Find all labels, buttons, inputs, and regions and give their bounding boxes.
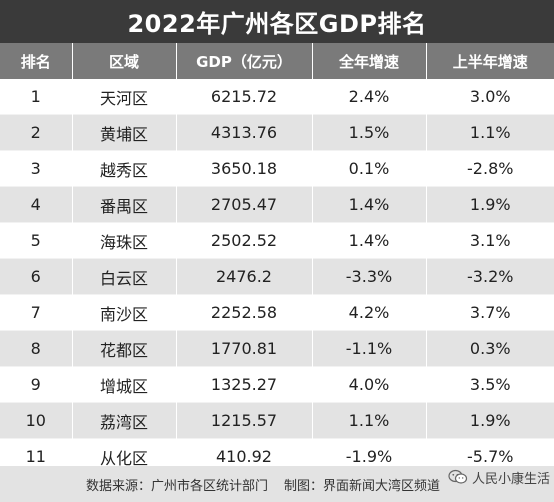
table-row: 5 海珠区 2502.52 1.4% 3.1% — [0, 222, 554, 259]
cell-half-year-growth: -2.8% — [426, 150, 554, 187]
page-title: 2022年广州各区GDP排名 — [0, 0, 554, 43]
cell-district: 黄埔区 — [72, 114, 177, 151]
table-row: 2 黄埔区 4313.76 1.5% 1.1% — [0, 114, 554, 151]
cell-rank: 1 — [0, 79, 73, 115]
cell-rank: 3 — [0, 150, 73, 187]
table-row: 3 越秀区 3650.18 0.1% -2.8% — [0, 150, 554, 187]
table-row: 9 增城区 1325.27 4.0% 3.5% — [0, 366, 554, 403]
cell-gdp: 6215.72 — [176, 79, 313, 115]
table-row: 7 南沙区 2252.58 4.2% 3.7% — [0, 294, 554, 331]
cell-annual-growth: 1.4% — [312, 186, 427, 223]
cell-district: 荔湾区 — [72, 402, 177, 439]
footer: 数据来源：广州市各区统计部门 制图：界面新闻大湾区频道 — [0, 466, 554, 502]
table-row: 10 荔湾区 1215.57 1.1% 1.9% — [0, 402, 554, 439]
cell-half-year-growth: 1.1% — [426, 114, 554, 151]
cell-district: 花都区 — [72, 330, 177, 367]
cell-annual-growth: 1.1% — [312, 402, 427, 439]
cell-annual-growth: 2.4% — [312, 79, 427, 115]
cell-annual-growth: 1.5% — [312, 114, 427, 151]
cell-gdp: 3650.18 — [176, 150, 313, 187]
cell-half-year-growth: 0.3% — [426, 330, 554, 367]
cell-rank: 8 — [0, 330, 73, 367]
cell-district: 越秀区 — [72, 150, 177, 187]
header-annual-growth: 全年增速 — [312, 43, 427, 79]
cell-half-year-growth: 3.0% — [426, 79, 554, 115]
cell-district: 白云区 — [72, 258, 177, 295]
header-half-year-growth: 上半年增速 — [426, 43, 554, 79]
cell-annual-growth: 4.2% — [312, 294, 427, 331]
table-row: 1 天河区 6215.72 2.4% 3.0% — [0, 79, 554, 115]
table-row: 4 番禺区 2705.47 1.4% 1.9% — [0, 186, 554, 223]
cell-district: 番禺区 — [72, 186, 177, 223]
cell-half-year-growth: 3.5% — [426, 366, 554, 403]
gdp-table: 排名 区域 GDP（亿元） 全年增速 上半年增速 1 天河区 6215.72 2.4%… — [0, 43, 554, 475]
table-header-row: 排名 区域 GDP（亿元） 全年增速 上半年增速 — [0, 43, 554, 79]
table-row: 6 白云区 2476.2 -3.3% -3.2% — [0, 258, 554, 295]
footer-maker: 制图：界面新闻大湾区频道 — [284, 478, 441, 494]
header-district: 区域 — [72, 43, 177, 79]
cell-gdp: 4313.76 — [176, 114, 313, 151]
cell-rank: 4 — [0, 186, 73, 223]
watermark-text: 人民小康生活 — [471, 471, 550, 487]
cell-district: 海珠区 — [72, 222, 177, 259]
wechat-icon — [448, 469, 468, 484]
cell-half-year-growth: 3.1% — [426, 222, 554, 259]
cell-district: 南沙区 — [72, 294, 177, 331]
cell-rank: 6 — [0, 258, 73, 295]
cell-gdp: 1215.57 — [176, 402, 313, 439]
header-rank: 排名 — [0, 43, 73, 79]
cell-rank: 7 — [0, 294, 73, 331]
footer-source: 数据来源：广州市各区统计部门 — [86, 478, 269, 494]
cell-rank: 5 — [0, 222, 73, 259]
cell-gdp: 1325.27 — [176, 366, 313, 403]
cell-half-year-growth: -3.2% — [426, 258, 554, 295]
cell-district: 天河区 — [72, 79, 177, 115]
cell-gdp: 2476.2 — [176, 258, 313, 295]
cell-rank: 2 — [0, 114, 73, 151]
cell-rank: 10 — [0, 402, 73, 439]
cell-gdp: 2252.58 — [176, 294, 313, 331]
header-gdp: GDP（亿元） — [176, 43, 313, 79]
cell-district: 增城区 — [72, 366, 177, 403]
cell-gdp: 2705.47 — [176, 186, 313, 223]
cell-annual-growth: 4.0% — [312, 366, 427, 403]
cell-annual-growth: -3.3% — [312, 258, 427, 295]
cell-gdp: 1770.81 — [176, 330, 313, 367]
cell-half-year-growth: 1.9% — [426, 402, 554, 439]
cell-gdp: 2502.52 — [176, 222, 313, 259]
cell-half-year-growth: 3.7% — [426, 294, 554, 331]
table-row: 8 花都区 1770.81 -1.1% 0.3% — [0, 330, 554, 367]
cell-half-year-growth: 1.9% — [426, 186, 554, 223]
watermark: 人民小康生活 — [448, 466, 550, 488]
cell-annual-growth: 1.4% — [312, 222, 427, 259]
cell-annual-growth: 0.1% — [312, 150, 427, 187]
cell-annual-growth: -1.1% — [312, 330, 427, 367]
cell-rank: 9 — [0, 366, 73, 403]
